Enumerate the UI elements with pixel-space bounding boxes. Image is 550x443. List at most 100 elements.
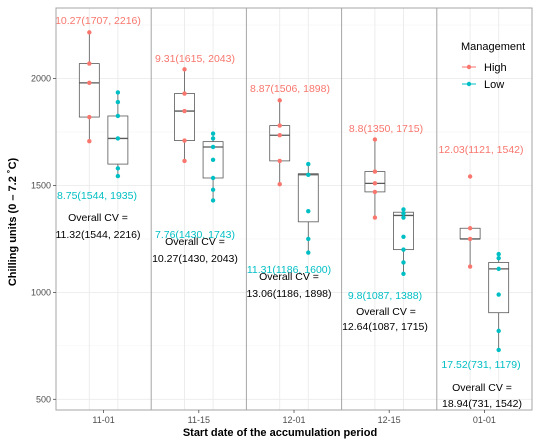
- data-point: [115, 166, 121, 171]
- data-point: [87, 61, 92, 66]
- data-point: [467, 174, 473, 179]
- data-point: [467, 236, 473, 242]
- data-point: [87, 80, 92, 86]
- cv-overall-label: Overall CV =: [259, 271, 319, 283]
- legend-high-swatch-dot: [466, 64, 472, 70]
- data-point: [496, 255, 501, 261]
- cv-low-label: 9.8(1087, 1388): [348, 290, 422, 302]
- x-tick-label: 11-01: [92, 415, 114, 425]
- cv-overall-value: 12.64(1087, 1715): [342, 321, 428, 333]
- box-body: [269, 125, 291, 162]
- cv-high-label: 10.27(1707, 2216): [55, 15, 141, 27]
- axis-layer: 500 1000 1500 2000 11-01 11-15 12-01 12-15 01-01: [31, 7, 533, 425]
- data-point: [277, 158, 282, 164]
- data-point: [182, 138, 187, 143]
- box-body: [78, 63, 100, 118]
- box-body: [297, 173, 319, 223]
- data-point: [401, 234, 406, 239]
- cv-overall-label: Overall CV =: [68, 212, 128, 224]
- cv-high-label: 8.8(1350, 1715): [349, 123, 423, 135]
- data-point: [182, 91, 187, 96]
- data-point: [401, 211, 406, 216]
- cv-high-label: 12.03(1121, 1542): [438, 144, 523, 156]
- y-axis-title: Chilling units (0 – 7.2 ˚C): [7, 157, 19, 286]
- data-point: [182, 67, 187, 72]
- cv-overall-label: Overall CV =: [165, 236, 225, 248]
- cv-overall-label: Overall CV =: [356, 306, 416, 318]
- y-tick-label: 1000: [31, 287, 51, 297]
- data-point: [306, 172, 311, 177]
- legend-item-low: Low: [462, 79, 504, 91]
- data-point: [372, 137, 378, 142]
- data-point: [210, 175, 216, 181]
- y-tick-label: 2000: [31, 74, 51, 84]
- cv-overall-value: 18.94(731, 1542): [442, 398, 522, 410]
- legend-low-swatch-dot: [466, 81, 472, 87]
- data-point: [401, 271, 406, 276]
- cv-overall-value: 10.27(1430, 2043): [152, 253, 238, 265]
- x-axis-title: Start date of the accumulation period: [183, 427, 377, 439]
- data-point: [277, 123, 282, 128]
- data-point: [496, 266, 501, 272]
- data-point: [182, 108, 187, 114]
- data-point: [401, 247, 406, 252]
- data-point: [87, 114, 92, 120]
- data-point: [372, 181, 378, 186]
- y-tick-label: 500: [36, 394, 51, 404]
- data-point: [210, 187, 216, 192]
- legend-low-label: Low: [484, 79, 504, 91]
- data-point: [210, 157, 216, 163]
- x-tick-label: 01-01: [473, 415, 496, 425]
- plot-background: [56, 8, 532, 410]
- point-layer: [87, 30, 501, 353]
- cv-low-label: 11.31(1186, 1600): [247, 264, 331, 276]
- legend-title: Management: [461, 41, 525, 53]
- data-point: [496, 292, 501, 297]
- data-point: [115, 113, 121, 119]
- data-point: [115, 99, 121, 105]
- data-point: [496, 347, 501, 353]
- cv-overall-value: 11.32(1544, 2216): [55, 229, 140, 241]
- data-point: [372, 215, 378, 220]
- data-point: [277, 98, 282, 103]
- cv-low-label: 17.52(731, 1179): [441, 359, 520, 371]
- x-tick-label: 11-15: [188, 415, 210, 425]
- box-body: [488, 262, 510, 314]
- cv-low-label: 7.76(1430, 1743): [155, 229, 235, 241]
- legend: Management High Low: [461, 41, 525, 91]
- data-point: [210, 198, 216, 203]
- legend-item-high: High: [462, 62, 507, 74]
- data-point: [210, 144, 216, 150]
- data-point: [401, 260, 406, 265]
- data-point: [210, 131, 216, 136]
- data-point: [115, 90, 121, 95]
- data-point: [372, 169, 378, 174]
- cv-overall-value: 13.06(1186, 1898): [246, 288, 331, 300]
- cv-high-label: 9.31(1615, 2043): [155, 53, 235, 65]
- plot-panel: [56, 8, 532, 410]
- x-tick-label: 12-01: [282, 415, 305, 425]
- cv-overall-label: Overall CV =: [452, 382, 512, 394]
- data-point: [115, 136, 121, 141]
- data-point: [277, 133, 282, 138]
- legend-high-label: High: [484, 62, 507, 74]
- data-point: [115, 173, 121, 179]
- data-point: [467, 226, 473, 231]
- data-point: [182, 158, 187, 164]
- data-point: [496, 328, 501, 334]
- data-point: [401, 207, 406, 212]
- data-point: [467, 264, 473, 269]
- data-point: [210, 136, 216, 141]
- annotation-layer: 10.27(1707, 2216) 8.75(1544, 1935) Overall…: [55, 15, 523, 410]
- box-body: [174, 93, 195, 141]
- data-point: [496, 251, 501, 257]
- data-point: [87, 30, 92, 35]
- x-tick-label: 12-15: [378, 415, 401, 425]
- cv-low-label: 8.75(1544, 1935): [57, 190, 137, 202]
- data-point: [306, 236, 311, 242]
- data-point: [401, 215, 406, 220]
- data-point: [87, 139, 92, 144]
- y-tick-label: 1500: [31, 180, 51, 190]
- data-point: [306, 161, 311, 167]
